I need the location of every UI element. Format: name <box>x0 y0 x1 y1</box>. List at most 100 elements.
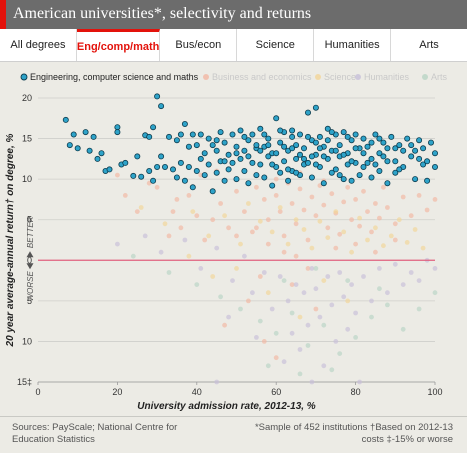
point-eng <box>300 155 307 162</box>
point-eng <box>384 145 391 152</box>
point-other <box>242 253 247 259</box>
point-other <box>281 233 287 239</box>
x-tick-label: 40 <box>192 387 202 397</box>
point-eng <box>376 150 383 157</box>
point-other <box>321 202 327 208</box>
point-other <box>381 184 386 190</box>
legend-item-eng[interactable]: Engineering, computer science and maths <box>20 72 199 82</box>
point-other <box>269 229 275 235</box>
x-axis-label: University admission rate, 2012-13, % <box>137 401 316 412</box>
point-other <box>281 278 287 283</box>
point-eng <box>213 147 220 154</box>
point-eng <box>134 153 141 160</box>
point-eng <box>312 139 319 146</box>
point-other <box>194 282 200 287</box>
tab-eng-comp-math[interactable]: Eng/comp/math <box>76 29 161 61</box>
point-eng <box>312 161 319 168</box>
legend-label-business: Business and economics <box>212 72 312 82</box>
point-eng <box>146 168 153 175</box>
point-eng <box>273 115 280 122</box>
point-eng <box>320 153 327 160</box>
point-other <box>337 270 343 275</box>
legend-item-business[interactable]: Business and economics <box>203 72 312 82</box>
point-other <box>357 223 362 229</box>
point-other <box>297 314 303 320</box>
footer: Sources: PayScale; National Centre for E… <box>0 416 467 453</box>
legend-item-arts[interactable]: Arts <box>422 72 448 82</box>
point-eng <box>106 166 113 173</box>
point-other <box>313 306 319 312</box>
point-other <box>261 339 267 344</box>
point-eng <box>161 164 168 171</box>
point-eng <box>241 147 248 154</box>
point-eng <box>245 180 252 187</box>
point-eng <box>304 159 311 166</box>
tab-bus-econ[interactable]: Bus/econ <box>160 29 238 61</box>
point-eng <box>173 137 180 144</box>
point-eng <box>384 180 391 187</box>
point-eng <box>360 164 367 171</box>
point-eng <box>431 150 438 157</box>
point-other <box>412 227 418 232</box>
point-other <box>313 286 319 292</box>
point-other <box>416 278 422 283</box>
point-eng <box>225 166 232 173</box>
legend-item-science[interactable]: Science <box>315 72 356 82</box>
point-other <box>269 306 275 312</box>
point-eng <box>424 158 431 165</box>
point-eng <box>193 168 200 175</box>
point-other <box>277 205 283 210</box>
point-eng <box>289 133 296 140</box>
point-eng <box>221 139 228 146</box>
point-other <box>301 207 307 213</box>
point-eng <box>146 133 153 140</box>
point-other <box>158 249 164 255</box>
tab-science[interactable]: Science <box>237 29 315 61</box>
point-other <box>246 298 251 304</box>
point-eng <box>177 131 184 138</box>
point-eng <box>158 103 165 110</box>
point-eng <box>185 164 192 171</box>
point-eng <box>431 164 438 171</box>
point-other <box>369 229 374 235</box>
point-other <box>305 237 311 243</box>
point-other <box>277 209 283 215</box>
point-eng <box>344 161 351 168</box>
point-other <box>424 207 430 213</box>
point-eng <box>233 150 240 157</box>
point-other <box>329 302 335 308</box>
point-other <box>333 339 339 344</box>
point-other <box>170 209 176 215</box>
point-eng <box>312 104 319 111</box>
point-eng <box>308 153 315 160</box>
point-eng <box>336 142 343 149</box>
footer-notes: *Sample of 452 institutions †Based on 20… <box>254 422 453 445</box>
point-eng <box>293 142 300 149</box>
page-title: American universities*, selectivity and … <box>13 5 312 22</box>
point-other <box>285 298 291 304</box>
point-other <box>154 184 160 190</box>
tab-arts[interactable]: Arts <box>419 39 439 51</box>
point-other <box>222 213 228 219</box>
point-eng <box>296 131 303 138</box>
point-other <box>345 278 351 283</box>
legend-item-humanities[interactable]: Humanities <box>355 72 410 82</box>
scatter-plot-svg: Engineering, computer science and maths … <box>5 72 448 412</box>
point-eng <box>328 129 335 136</box>
point-other <box>297 347 303 352</box>
point-other <box>341 294 347 300</box>
point-eng <box>332 147 339 154</box>
point-other <box>373 249 378 255</box>
point-eng <box>237 155 244 162</box>
x-tick-label: 100 <box>427 387 442 397</box>
point-eng <box>257 161 264 168</box>
point-other <box>309 379 315 385</box>
point-other <box>138 205 144 210</box>
tab-humanities[interactable]: Humanities <box>314 29 392 61</box>
point-eng <box>340 151 347 158</box>
tab-all-degrees[interactable]: All degrees <box>0 29 77 61</box>
point-other <box>194 213 200 219</box>
point-eng <box>324 125 331 132</box>
point-eng <box>165 133 172 140</box>
point-eng <box>277 169 284 176</box>
